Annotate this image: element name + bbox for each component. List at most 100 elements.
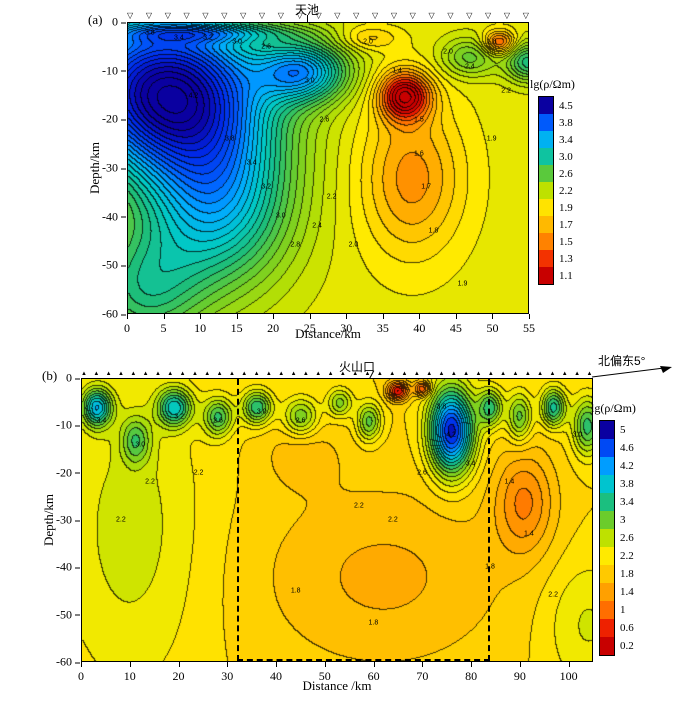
y-axis-ticks-b: 0 -10 -20 -30 -40 -50 -60	[45, 371, 81, 669]
station-marker-icon: ▽	[258, 11, 266, 20]
plot-area-b: 3.4 3.0 3.2 2.6 3.0 2.6 2.2 2.2 2.2 3.8 4.2 3.4 2.6 2…	[56, 371, 593, 683]
colorbar-segment: 1.8	[600, 565, 634, 583]
bearing-label: 北偏东5°	[598, 354, 646, 368]
station-marker-icon: ▽	[371, 11, 379, 20]
colorbar-segment: 1.9	[539, 199, 573, 216]
colorbar-tick-label: 2.6	[620, 532, 634, 544]
station-marker-icon: ▲	[130, 371, 137, 377]
station-marker-icon: ▲	[179, 371, 186, 377]
colorbar-title-a: lg(ρ/Ωm)	[530, 77, 575, 91]
colorbar-tick-label: 1	[620, 604, 626, 616]
resistivity-section-a	[127, 22, 529, 314]
station-marker-icon: ▽	[334, 11, 341, 20]
colorbar-tick-label: 1.5	[559, 235, 573, 248]
station-marker-icon: ▲	[401, 371, 408, 377]
colorbar-segment: 1.7	[539, 216, 573, 233]
colorbar-tick-label: 1.4	[620, 586, 634, 598]
colorbar-tick-label: 2.2	[559, 184, 573, 197]
station-marker-icon: ▲	[450, 371, 457, 377]
y-tick-label: -10	[56, 417, 80, 432]
station-marker-icon: ▲	[524, 371, 531, 377]
station-marker-icon: ▽	[164, 11, 171, 20]
station-marker-icon: ▲	[105, 371, 112, 377]
station-marker-icon: ▲	[290, 371, 297, 377]
y-tick-label: 0	[112, 14, 126, 29]
station-marker-icon: ▲	[204, 371, 211, 377]
colorbar-segment: 3	[600, 511, 626, 529]
y-tick-label: -50	[56, 607, 80, 622]
colorbar-b: lg(ρ/Ωm) 5 4.6 4.2 3.8 3.4 3 2.6 2.2 1.8 1.4 1 0.6 0…	[591, 401, 636, 656]
colorbar-blocks-b: 5 4.6 4.2 3.8 3.4 3 2.6 2.2 1.8 1.4 1 0.6 0.2	[599, 420, 634, 656]
station-marker-icon: ▲	[228, 371, 235, 377]
resistivity-section-b	[81, 378, 593, 662]
colorbar-segment: 3.8	[600, 475, 634, 493]
station-marker-icon: ▽	[522, 11, 529, 20]
x-tick-label: 50	[318, 662, 331, 683]
colorbar-tick-label: 4.6	[620, 442, 634, 454]
x-tick-label: 35	[376, 314, 389, 335]
x-tick-label: 55	[523, 314, 535, 335]
colorbar-tick-label: 4.5	[559, 99, 573, 112]
station-marker-icon: ▲	[500, 371, 507, 377]
station-marker-icon: ▽	[145, 11, 152, 20]
x-tick-label: 0	[124, 314, 130, 335]
x-tick-label: 25	[303, 314, 316, 335]
station-marker-icon: ▲	[413, 371, 420, 377]
colorbar-segment: 4.5	[539, 97, 573, 114]
y-tick-label: -40	[56, 559, 80, 574]
y-tick-label: -30	[102, 160, 126, 175]
colorbar-segment: 5	[600, 421, 626, 439]
station-marker-icon: ▲	[253, 371, 260, 377]
station-marker-icon: ▲	[216, 371, 223, 377]
y-tick-label: -30	[56, 512, 80, 527]
x-tick-label: 70	[416, 662, 429, 683]
station-marker-icon: ▲	[302, 371, 309, 377]
station-marker-icon: ▽	[466, 11, 473, 20]
station-marker-icon: ▲	[574, 371, 581, 377]
colorbar-segment: 2.2	[539, 182, 573, 199]
colorbar-segment: 3.0	[539, 148, 573, 165]
station-marker-icon: ▽	[447, 11, 454, 20]
y-tick-label: -20	[102, 111, 126, 126]
y-tick-label: 0	[66, 370, 80, 385]
station-marker-icon: ▲	[265, 371, 272, 377]
x-tick-label: 50	[486, 314, 499, 335]
colorbar-segment: 1.5	[539, 233, 573, 250]
panel-b: (b) 火山口 北偏东5° Depth/km 3.4 3.0 3.2 2.6 3.0 2.…	[0, 340, 689, 712]
station-marker-icon: ▲	[438, 371, 445, 377]
colorbar-segment: 1.3	[539, 250, 573, 267]
station-marker-icon: ▽	[127, 11, 134, 20]
colorbar-tick-label: 2.2	[620, 550, 634, 562]
colorbar-segment: 4.6	[600, 439, 634, 457]
colorbar-tick-label: 2.6	[559, 167, 573, 180]
colorbar-tick-label: 0.6	[620, 622, 634, 634]
colorbar-tick-label: 3	[620, 514, 626, 526]
station-row-b: ▲ ▲ ▲ ▲ ▲ ▲ ▲ ▲ ▲ ▲ ▲ ▲ ▲ ▲ ▲ ▲ ▲ ▲ ▲ ▲ ▲ ▲ ▲ ▲ ▲ ▲ ▲ ▲ ▲ ▲ ▲ ▲ ▲ ▲ ▲ ▲ ▲ ▲ ▲ ▲…	[81, 371, 593, 377]
y-tick-label: -10	[102, 63, 126, 78]
x-tick-label: 30	[221, 662, 234, 683]
station-marker-icon: ▽	[428, 11, 435, 20]
station-marker-icon: ▽	[240, 11, 247, 20]
panel-a: (a) 天池 Depth/km 3.8 3.4 3.2 3.0 2.6 2.0 2.0 1.8…	[0, 0, 689, 341]
colorbar-tick-label: 3.8	[620, 478, 634, 490]
station-marker-icon: ▲	[167, 371, 174, 377]
y-tick-label: -60	[102, 306, 126, 321]
colorbar-segment: 2.6	[539, 165, 573, 182]
station-marker-icon: ▽	[390, 11, 397, 20]
x-tick-label: 45	[449, 314, 462, 335]
x-tick-label: 15	[230, 314, 243, 335]
station-row-a: ▽ ▽ ▽ ▽ ▽ ▽ ▽ ▽ ▽ ▽ ▽ ▽ ▽ ▽ ▽ ▽ ▽ ▽ ▽ ▽ ▽ ▽	[127, 12, 529, 20]
x-tick-label: 80	[465, 662, 478, 683]
x-tick-label: 60	[367, 662, 380, 683]
colorbar-segment: 0.2	[600, 637, 634, 655]
colorbar-tick-label: 3.4	[620, 496, 634, 508]
colorbar-tick-label: 1.1	[559, 269, 573, 282]
station-marker-icon: ▲	[142, 371, 149, 377]
station-marker-icon: ▲	[191, 371, 198, 377]
colorbar-tick-label: 0.2	[620, 640, 634, 652]
x-tick-label: 40	[413, 314, 426, 335]
colorbar-segment: 4.2	[600, 457, 634, 475]
bearing-arrow-icon	[591, 366, 672, 378]
x-tick-label: 5	[160, 314, 167, 335]
colorbar-segment: 0.6	[600, 619, 634, 637]
